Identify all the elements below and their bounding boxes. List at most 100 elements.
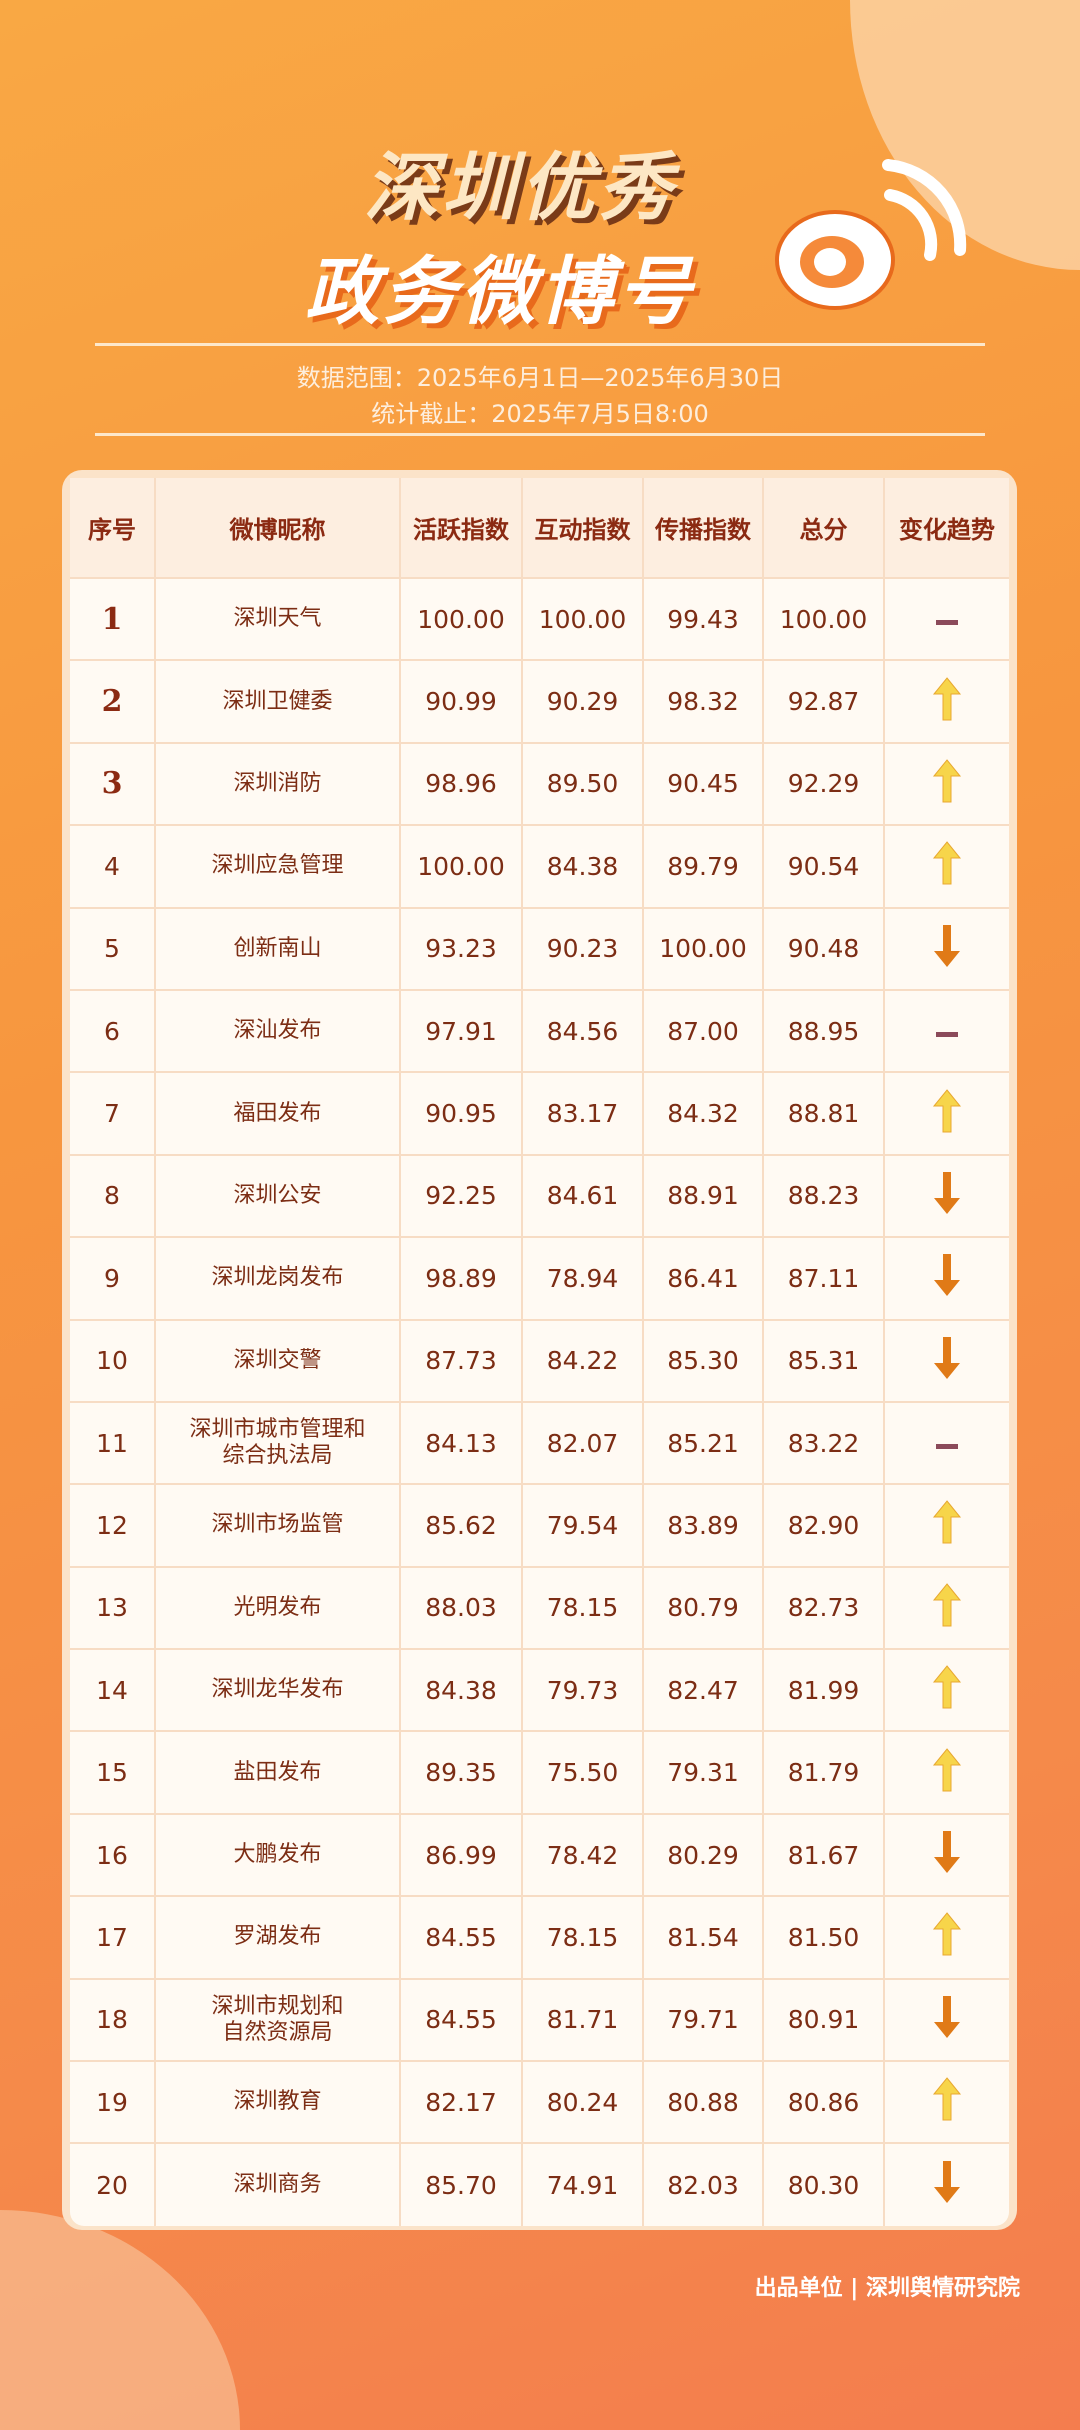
divider xyxy=(95,433,985,436)
spread-index: 88.91 xyxy=(643,1153,764,1238)
arrow-up-icon xyxy=(932,2077,962,2128)
total-score: 85.31 xyxy=(763,1318,885,1402)
table-row: 19 深圳教育 82.17 80.24 80.88 80.86 xyxy=(70,2060,1009,2144)
account-name: 光明发布 xyxy=(155,1565,401,1650)
table-row: 3 深圳消防 98.96 89.50 90.45 92.29 xyxy=(70,741,1009,826)
total-score: 81.79 xyxy=(763,1730,885,1814)
spread-index: 80.29 xyxy=(643,1812,764,1897)
arrow-up-icon xyxy=(932,759,962,810)
activity-index: 88.03 xyxy=(400,1565,523,1650)
trend-cell xyxy=(884,2060,1009,2144)
total-score: 80.30 xyxy=(763,2142,885,2226)
spread-index: 82.47 xyxy=(643,1648,764,1732)
spread-index: 82.03 xyxy=(643,2142,764,2226)
rank: 8 xyxy=(70,1153,156,1238)
spread-index: 99.43 xyxy=(643,576,764,661)
decor-blob xyxy=(0,2210,240,2430)
trend-cell xyxy=(884,906,1009,990)
arrow-down-icon xyxy=(932,1336,962,1387)
table-row: 11 深圳市城市管理和 综合执法局 84.13 82.07 85.21 83.22 xyxy=(70,1400,1009,1485)
no-change-icon xyxy=(932,1429,962,1458)
account-name: 大鹏发布 xyxy=(155,1812,401,1897)
arrow-up-icon xyxy=(932,1665,962,1716)
trend-cell xyxy=(884,1812,1009,1897)
total-score: 88.23 xyxy=(763,1153,885,1238)
interaction-index: 90.23 xyxy=(522,906,644,990)
spread-index: 87.00 xyxy=(643,988,764,1073)
interaction-index: 82.07 xyxy=(522,1400,644,1485)
activity-index: 84.55 xyxy=(400,1895,523,1979)
rank: 14 xyxy=(70,1648,156,1732)
activity-index: 92.25 xyxy=(400,1153,523,1238)
arrow-up-icon xyxy=(932,1088,962,1140)
activity-index: 86.99 xyxy=(400,1812,523,1897)
account-name: 深圳龙华发布 xyxy=(155,1648,401,1732)
trend-cell xyxy=(884,1977,1009,2062)
total-score: 90.48 xyxy=(763,906,885,990)
total-score: 81.50 xyxy=(763,1895,885,1979)
title-line1: 深圳优秀 xyxy=(364,145,676,231)
trend-cell xyxy=(884,988,1009,1073)
activity-index: 85.62 xyxy=(400,1483,523,1567)
table-row: 6 深汕发布 97.91 84.56 87.00 88.95 xyxy=(70,988,1009,1073)
rank: 9 xyxy=(70,1236,156,1320)
trend-cell xyxy=(884,1236,1009,1320)
account-name: 深汕发布 xyxy=(155,988,401,1073)
arrow-down-icon xyxy=(932,1995,962,2046)
rank: 17 xyxy=(70,1895,156,1979)
table-row: 5 创新南山 93.23 90.23 100.00 90.48 xyxy=(70,906,1009,990)
column-header: 传播指数 xyxy=(643,478,764,578)
interaction-index: 79.54 xyxy=(522,1483,644,1567)
spread-index: 84.32 xyxy=(643,1071,764,1155)
arrow-up-icon xyxy=(932,1583,962,1634)
activity-index: 84.38 xyxy=(400,1648,523,1732)
total-score: 88.95 xyxy=(763,988,885,1073)
divider xyxy=(95,343,985,346)
table-row: 8 深圳公安 92.25 84.61 88.91 88.23 xyxy=(70,1153,1009,1238)
account-name: 深圳市城市管理和 综合执法局 xyxy=(155,1400,401,1485)
column-header: 变化趋势 xyxy=(884,478,1009,578)
account-name: 深圳公安 xyxy=(155,1153,401,1238)
rank: 5 xyxy=(70,906,156,990)
account-name: 创新南山 xyxy=(155,906,401,990)
table-row: 16 大鹏发布 86.99 78.42 80.29 81.67 xyxy=(70,1812,1009,1897)
total-score: 90.54 xyxy=(763,824,885,908)
total-score: 81.99 xyxy=(763,1648,885,1732)
account-name: 深圳交警 xyxy=(155,1318,401,1402)
arrow-down-icon xyxy=(932,1171,962,1222)
table-row: 9 深圳龙岗发布 98.89 78.94 86.41 87.11 xyxy=(70,1236,1009,1320)
trend-cell xyxy=(884,1400,1009,1485)
rank: 2 xyxy=(70,659,156,743)
no-change-icon xyxy=(932,1017,962,1046)
account-name: 深圳应急管理 xyxy=(155,824,401,908)
column-header: 活跃指数 xyxy=(400,478,523,578)
date-range: 数据范围：2025年6月1日—2025年6月30日 xyxy=(296,364,784,392)
spread-index: 85.21 xyxy=(643,1400,764,1485)
table-row: 18 深圳市规划和 自然资源局 84.55 81.71 79.71 80.91 xyxy=(70,1977,1009,2062)
trend-cell xyxy=(884,2142,1009,2226)
account-name: 深圳消防 xyxy=(155,741,401,826)
account-name: 罗湖发布 xyxy=(155,1895,401,1979)
arrow-down-icon xyxy=(932,1831,962,1881)
arrow-up-icon xyxy=(932,1500,962,1551)
arrow-up-icon xyxy=(932,1912,962,1963)
account-name: 深圳天气 xyxy=(155,576,401,661)
spread-index: 79.31 xyxy=(643,1730,764,1814)
interaction-index: 89.50 xyxy=(522,741,644,826)
rank: 12 xyxy=(70,1483,156,1567)
rank: 19 xyxy=(70,2060,156,2144)
interaction-index: 78.94 xyxy=(522,1236,644,1320)
rank: 11 xyxy=(70,1400,156,1485)
activity-index: 89.35 xyxy=(400,1730,523,1814)
account-name: 深圳教育 xyxy=(155,2060,401,2144)
total-score: 82.90 xyxy=(763,1483,885,1567)
arrow-up-icon xyxy=(932,841,962,892)
rank: 3 xyxy=(70,741,156,826)
total-score: 82.73 xyxy=(763,1565,885,1650)
total-score: 100.00 xyxy=(763,576,885,661)
trend-cell xyxy=(884,1071,1009,1155)
account-name: 深圳市场监管 xyxy=(155,1483,401,1567)
interaction-index: 84.38 xyxy=(522,824,644,908)
rank: 18 xyxy=(70,1977,156,2062)
rank: 6 xyxy=(70,988,156,1073)
